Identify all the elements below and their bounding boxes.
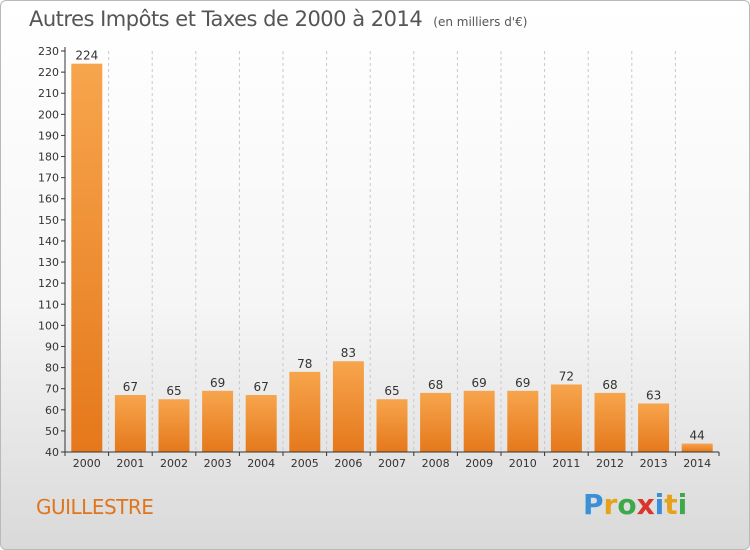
x-tick-label: 2013 <box>640 457 668 470</box>
x-tick-label: 2012 <box>596 457 624 470</box>
data-label: 65 <box>166 384 181 398</box>
y-tick-label: 140 <box>38 235 59 248</box>
bar <box>289 371 321 452</box>
data-label: 44 <box>690 429 705 443</box>
y-tick-label: 70 <box>45 383 59 396</box>
axis-layer <box>61 47 720 456</box>
y-tick-label: 120 <box>38 277 59 290</box>
y-tick-label: 180 <box>38 151 59 164</box>
y-tick-label: 100 <box>38 319 59 332</box>
logo-letter: t <box>664 488 678 521</box>
bar <box>158 399 190 452</box>
data-label: 69 <box>472 376 487 390</box>
proxiti-logo: Proxiti <box>583 488 687 521</box>
logo-letter: x <box>636 488 655 521</box>
data-label: 224 <box>75 49 98 63</box>
logo-letter: r <box>603 488 618 521</box>
x-tick-label: 2008 <box>422 457 450 470</box>
chart-title: Autres Impôts et Taxes de 2000 à 2014 <box>29 7 423 31</box>
x-tick-label: 2006 <box>334 457 362 470</box>
logo-letter: P <box>583 488 604 521</box>
commune-name: GUILLESTRE <box>36 495 154 519</box>
y-tick-label: 110 <box>38 298 59 311</box>
bar-layer <box>71 63 713 453</box>
bar <box>71 63 103 453</box>
x-tick-label: 2011 <box>552 457 580 470</box>
grid-layer <box>108 51 676 452</box>
y-tick-label: 230 <box>38 45 59 58</box>
y-tick-label: 60 <box>45 404 59 417</box>
y-tick-label: 80 <box>45 362 59 375</box>
bar <box>202 390 234 452</box>
bar <box>332 361 364 452</box>
x-tick-label: 2014 <box>683 457 711 470</box>
data-label: 67 <box>254 380 269 394</box>
y-tick-label: 220 <box>38 66 59 79</box>
data-label: 72 <box>559 369 574 383</box>
x-tick-label: 2000 <box>73 457 101 470</box>
x-tick-label: 2007 <box>378 457 406 470</box>
bar <box>420 392 452 452</box>
x-tick-label: 2009 <box>465 457 493 470</box>
logo-letter: i <box>654 488 665 521</box>
bar <box>376 399 408 452</box>
bar <box>245 395 277 452</box>
bar <box>463 390 495 452</box>
logo-letter: o <box>617 488 637 521</box>
data-label: 68 <box>602 378 617 392</box>
y-tick-label: 150 <box>38 214 59 227</box>
y-tick-label: 90 <box>45 340 59 353</box>
x-tick-label: 2003 <box>204 457 232 470</box>
y-tick-label: 190 <box>38 129 59 142</box>
data-label: 83 <box>341 346 356 360</box>
y-tick-label: 170 <box>38 172 59 185</box>
data-label: 68 <box>428 378 443 392</box>
bar <box>114 395 146 452</box>
x-tick-label: 2010 <box>509 457 537 470</box>
title-row: Autres Impôts et Taxes de 2000 à 2014 (e… <box>29 7 527 31</box>
data-label: 69 <box>515 376 530 390</box>
data-label: 63 <box>646 388 661 402</box>
bar <box>594 392 626 452</box>
unit-note: (en milliers d'€) <box>433 15 528 29</box>
data-label: 65 <box>384 384 399 398</box>
bar <box>507 390 539 452</box>
label-layer: 224 2000 67 2001 65 2002 69 2003 67 2004 78 2005 83 2… <box>38 45 711 470</box>
bar <box>681 443 713 452</box>
y-tick-label: 210 <box>38 87 59 100</box>
y-tick-label: 50 <box>45 425 59 438</box>
y-tick-label: 130 <box>38 256 59 269</box>
logo-letter: i <box>677 488 688 521</box>
y-tick-label: 160 <box>38 193 59 206</box>
x-tick-label: 2005 <box>291 457 319 470</box>
y-tick-label: 40 <box>45 446 59 459</box>
data-label: 78 <box>297 357 312 371</box>
data-label: 69 <box>210 376 225 390</box>
y-tick-label: 200 <box>38 108 59 121</box>
x-tick-label: 2001 <box>116 457 144 470</box>
data-label: 67 <box>123 380 138 394</box>
x-tick-label: 2004 <box>247 457 275 470</box>
bar <box>638 403 670 452</box>
bar <box>550 384 582 452</box>
x-tick-label: 2002 <box>160 457 188 470</box>
